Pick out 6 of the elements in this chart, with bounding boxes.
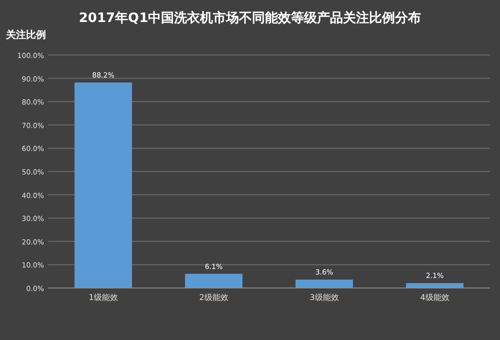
x-tick-label: 4级能效 — [420, 293, 450, 302]
x-tick-label: 2级能效 — [199, 293, 228, 302]
x-tick-label: 1级能效 — [88, 293, 118, 302]
x-tick-label: 3级能效 — [310, 293, 339, 302]
y-axis-title: 关注比例 — [5, 29, 46, 41]
chart-title: 2017年Q1中国洗衣机市场不同能效等级产品关注比例分布 — [78, 10, 422, 26]
